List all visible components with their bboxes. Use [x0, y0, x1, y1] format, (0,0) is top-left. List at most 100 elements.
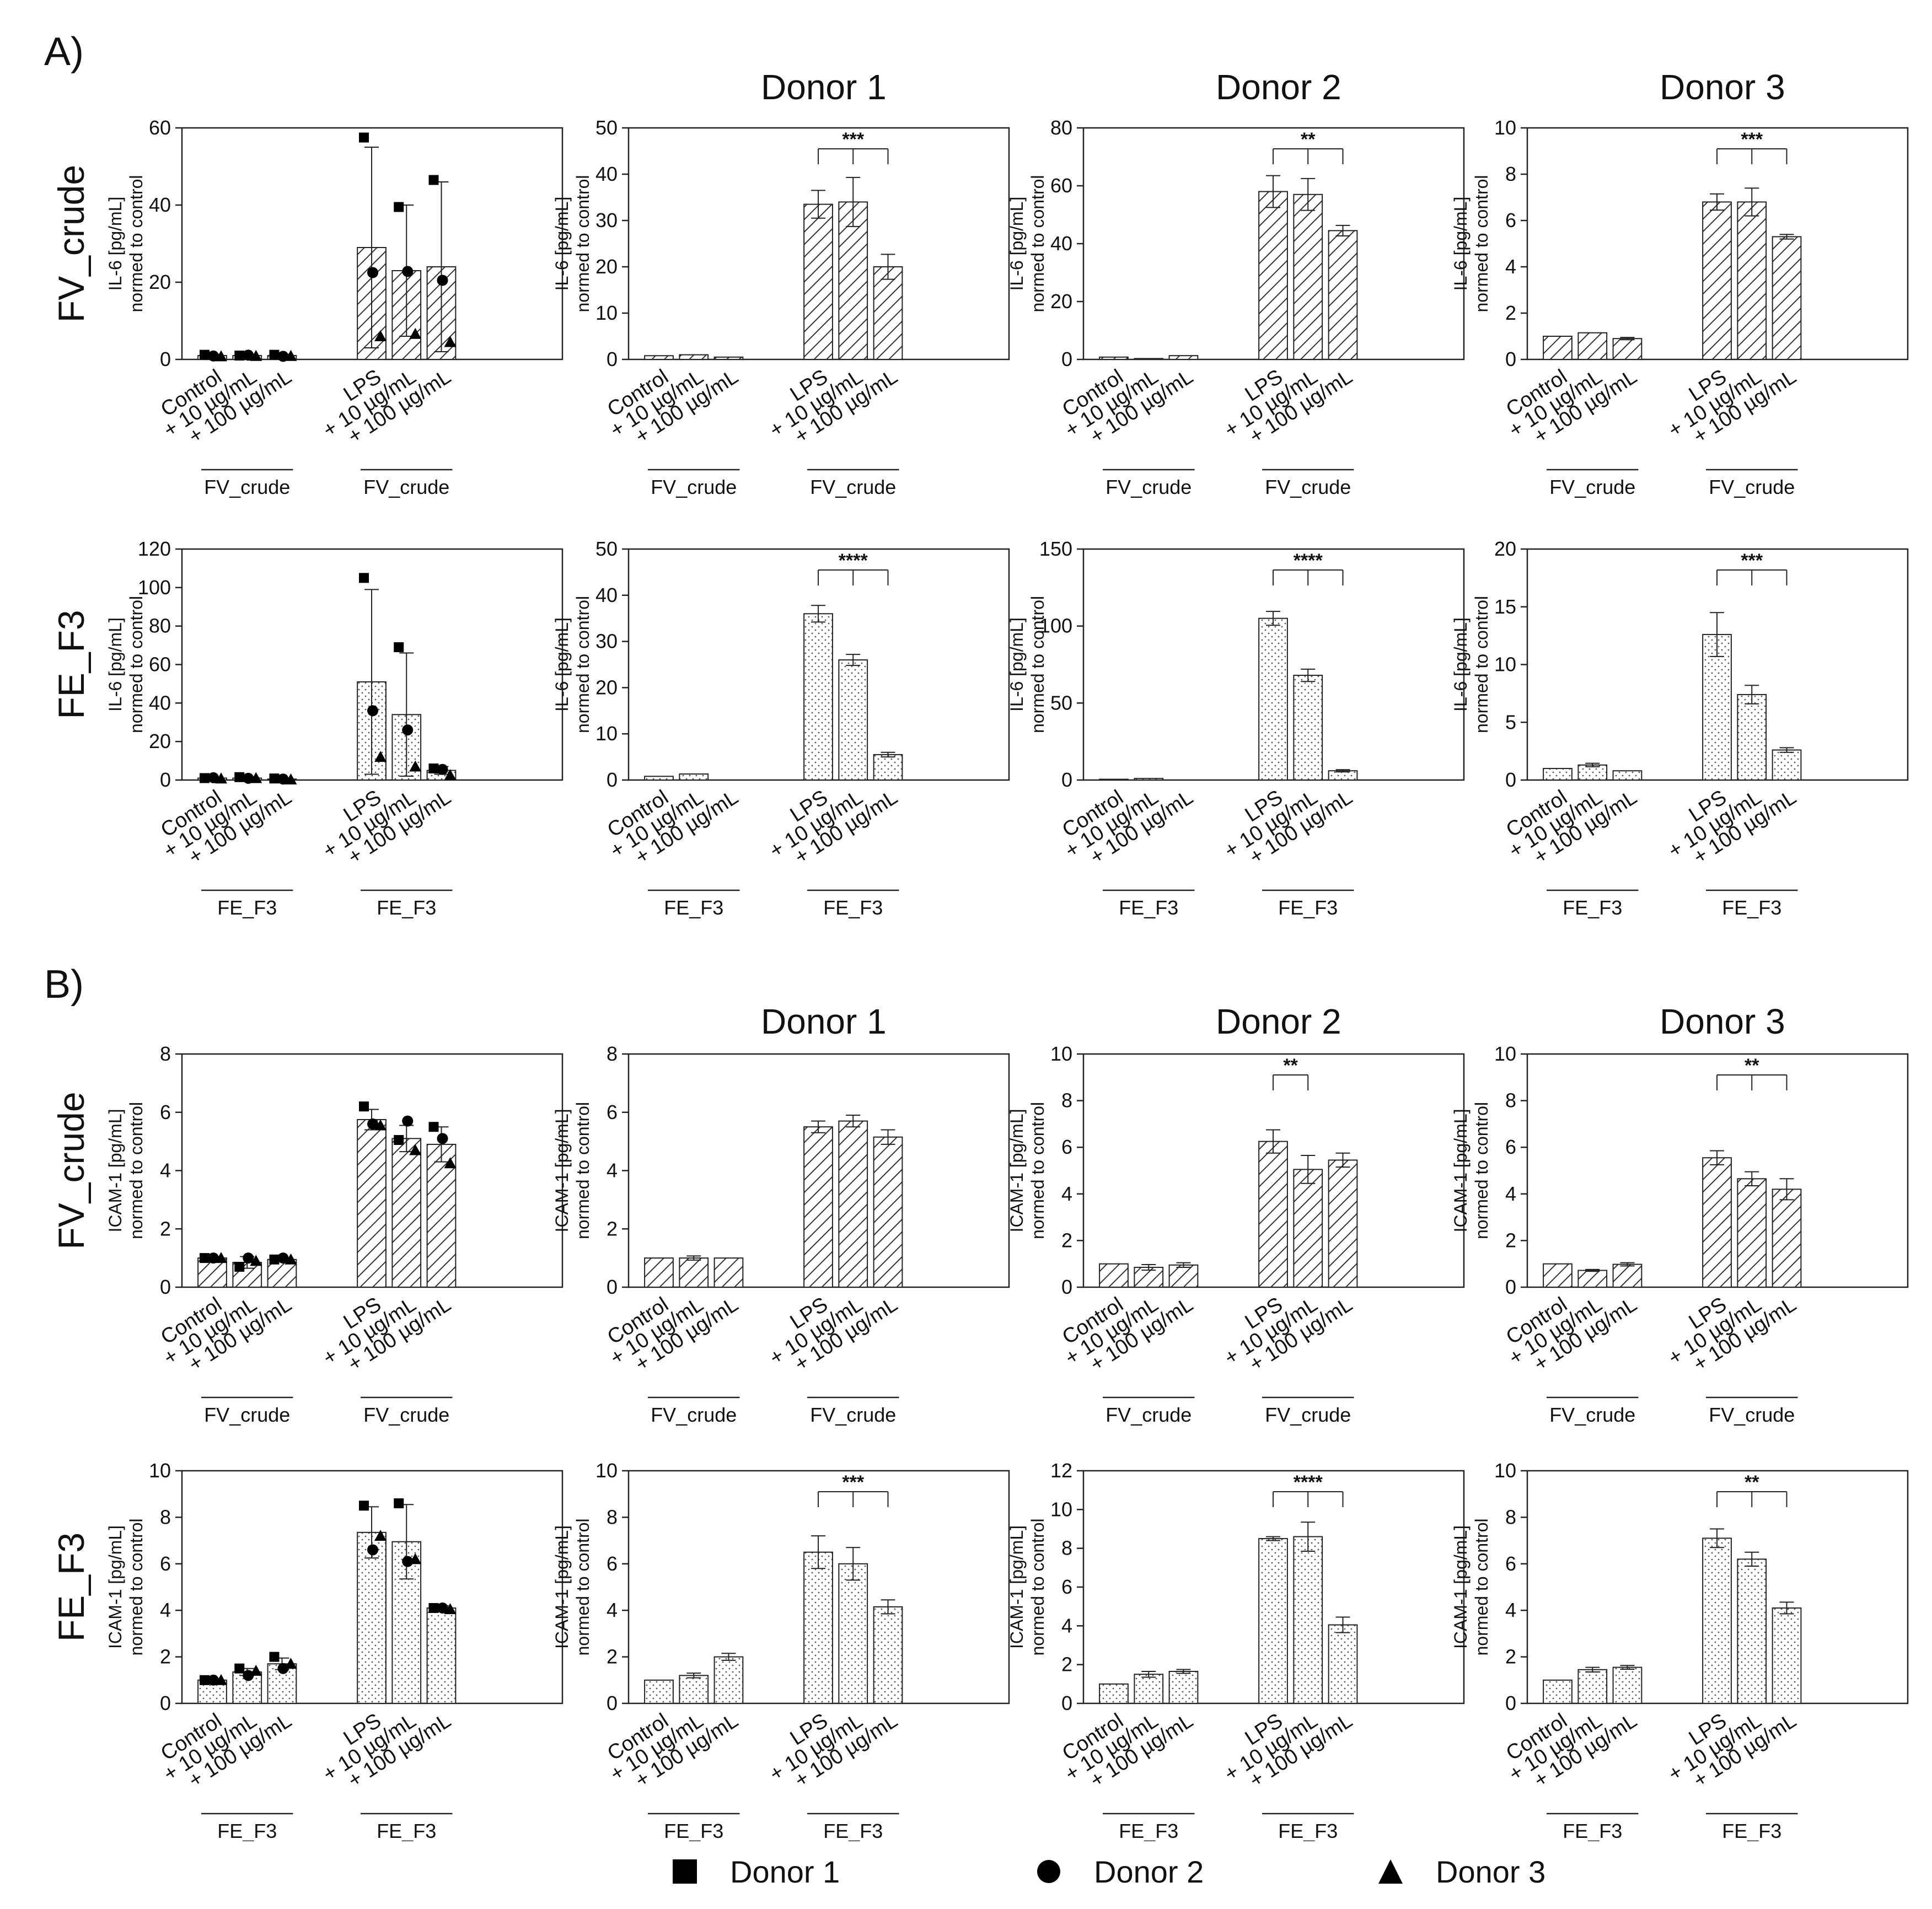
donor2-point	[367, 705, 379, 717]
donor1-point	[199, 1675, 210, 1685]
group-label: FV_crude	[1549, 1403, 1635, 1426]
circle-marker-icon	[1037, 1860, 1060, 1883]
y-tick-label: 0	[1061, 348, 1072, 370]
group-label: FE_F3	[377, 1820, 436, 1841]
bar	[1134, 358, 1164, 360]
y-axis-label-line: IL-6 [pg/mL]	[1451, 617, 1471, 712]
y-tick-label: 6	[1061, 1136, 1072, 1158]
group-label: FV_crude	[1105, 476, 1192, 498]
y-tick-label: 0	[160, 348, 171, 370]
bar	[679, 773, 709, 781]
donor-title: Donor 2	[1216, 1002, 1341, 1041]
group-label: FV_crude	[651, 1403, 737, 1426]
bar	[803, 613, 833, 781]
y-tick-label: 20	[1494, 537, 1516, 560]
donor1-point	[269, 773, 280, 784]
donor2-point	[437, 763, 448, 775]
y-tick-label: 8	[1505, 1505, 1516, 1528]
donor2-point	[243, 349, 254, 361]
y-tick-label: 0	[1505, 768, 1516, 791]
y-axis-label: IL-6 [pg/mL]normed to control	[552, 175, 593, 312]
legend-label: Donor 2	[1094, 1854, 1204, 1889]
y-tick-label: 4	[1061, 1614, 1072, 1637]
y-tick-label: 4	[1505, 255, 1516, 278]
donor-title: Donor 3	[1660, 67, 1785, 107]
donor1-point	[269, 349, 280, 360]
bar	[1737, 1178, 1767, 1288]
donor2-point	[402, 1115, 414, 1127]
y-tick-label: 50	[595, 537, 618, 560]
bar	[1577, 332, 1608, 361]
y-axis-label-line: IL-6 [pg/mL]	[1451, 197, 1471, 291]
bar	[1543, 336, 1573, 360]
donor1-point	[428, 763, 439, 774]
y-tick-label: 5	[1505, 711, 1516, 733]
bar	[679, 1675, 709, 1704]
y-tick-label: 10	[1494, 1042, 1516, 1065]
y-axis-label-line: ICAM-1 [pg/mL]	[105, 1525, 125, 1649]
y-tick-label: 8	[1505, 163, 1516, 185]
donor2-point	[207, 350, 219, 362]
bar	[1293, 1169, 1323, 1288]
chart-panel: ICAM-1 [pg/mL]normed to control0246810Co…	[1007, 1042, 1465, 1426]
donor3-point	[444, 1603, 457, 1615]
donor1-point	[394, 1498, 404, 1509]
legend: Donor 1 Donor 2 Donor 3	[0, 1841, 1932, 1902]
y-tick-label: 40	[595, 163, 618, 185]
chart-panel: ICAM-1 [pg/mL]normed to control0246810Co…	[1451, 1459, 1909, 1841]
y-tick-label: 20	[595, 676, 618, 698]
group-label: FV_crude	[810, 476, 896, 498]
bar	[803, 1126, 833, 1288]
bar	[1168, 1670, 1199, 1704]
bar	[1577, 764, 1608, 781]
bar	[1543, 1263, 1573, 1288]
y-axis-label-line: normed to control	[573, 1102, 593, 1239]
group-label: FV_crude	[1265, 1403, 1351, 1426]
row-label: FE_F3	[51, 1532, 92, 1642]
legend-item-donor3: Donor 3	[1378, 1852, 1545, 1891]
group-label: FV_crude	[1709, 476, 1795, 498]
y-tick-label: 10	[1494, 116, 1516, 139]
significance-label: ****	[1294, 1472, 1323, 1493]
y-axis-label-line: normed to control	[1472, 1518, 1491, 1655]
donor1-point	[269, 1652, 280, 1662]
y-axis-label: ICAM-1 [pg/mL]normed to control	[105, 1518, 146, 1655]
y-tick-label: 2	[160, 1217, 171, 1240]
y-axis-label: ICAM-1 [pg/mL]normed to control	[552, 1518, 593, 1655]
y-tick-label: 100	[1039, 615, 1072, 637]
y-tick-label: 2	[160, 1645, 171, 1668]
y-tick-label: 10	[1050, 1042, 1072, 1065]
bar	[1293, 1536, 1323, 1704]
bar	[1577, 1270, 1608, 1288]
bar	[1168, 355, 1199, 360]
y-tick-label: 10	[1050, 1498, 1072, 1520]
group-label: FV_crude	[1549, 476, 1635, 498]
chart-panel: IL-6 [pg/mL]normed to control020406080Co…	[1007, 116, 1465, 498]
significance-label: ****	[839, 550, 868, 571]
bar	[1293, 193, 1323, 360]
y-axis-label-line: normed to control	[1028, 1102, 1048, 1239]
group-label: FE_F3	[1722, 896, 1781, 919]
y-tick-label: 40	[1050, 232, 1072, 255]
chart-panel: IL-6 [pg/mL]normed to control05101520Con…	[1451, 537, 1909, 919]
chart-panel: IL-6 [pg/mL]normed to control 0 20 40 60 80 10…	[105, 537, 564, 919]
y-axis-label-line: IL-6 [pg/mL]	[105, 197, 125, 291]
donor2-point	[243, 1252, 254, 1264]
donor1-point	[428, 175, 439, 185]
bar	[838, 659, 868, 781]
y-axis-label: ICAM-1 [pg/mL]normed to control	[1451, 1102, 1491, 1239]
donor3-point	[409, 1144, 422, 1155]
donor3-point	[285, 1253, 297, 1265]
group-label: FE_F3	[823, 896, 883, 919]
donor2-point	[402, 1556, 414, 1567]
bar	[679, 354, 709, 360]
donor2-point	[207, 772, 219, 783]
donor1-point	[234, 772, 245, 782]
y-tick-label: 0	[1061, 768, 1072, 791]
row-label: FV_crude	[51, 1091, 92, 1249]
y-tick-label: 2	[607, 1217, 618, 1240]
y-axis-label-line: normed to control	[1472, 1102, 1491, 1239]
chart-panel: IL-6 [pg/mL]normed to control050100150Co…	[1007, 537, 1465, 919]
y-tick-label: 0	[1505, 1276, 1516, 1298]
bar	[1577, 1669, 1608, 1704]
